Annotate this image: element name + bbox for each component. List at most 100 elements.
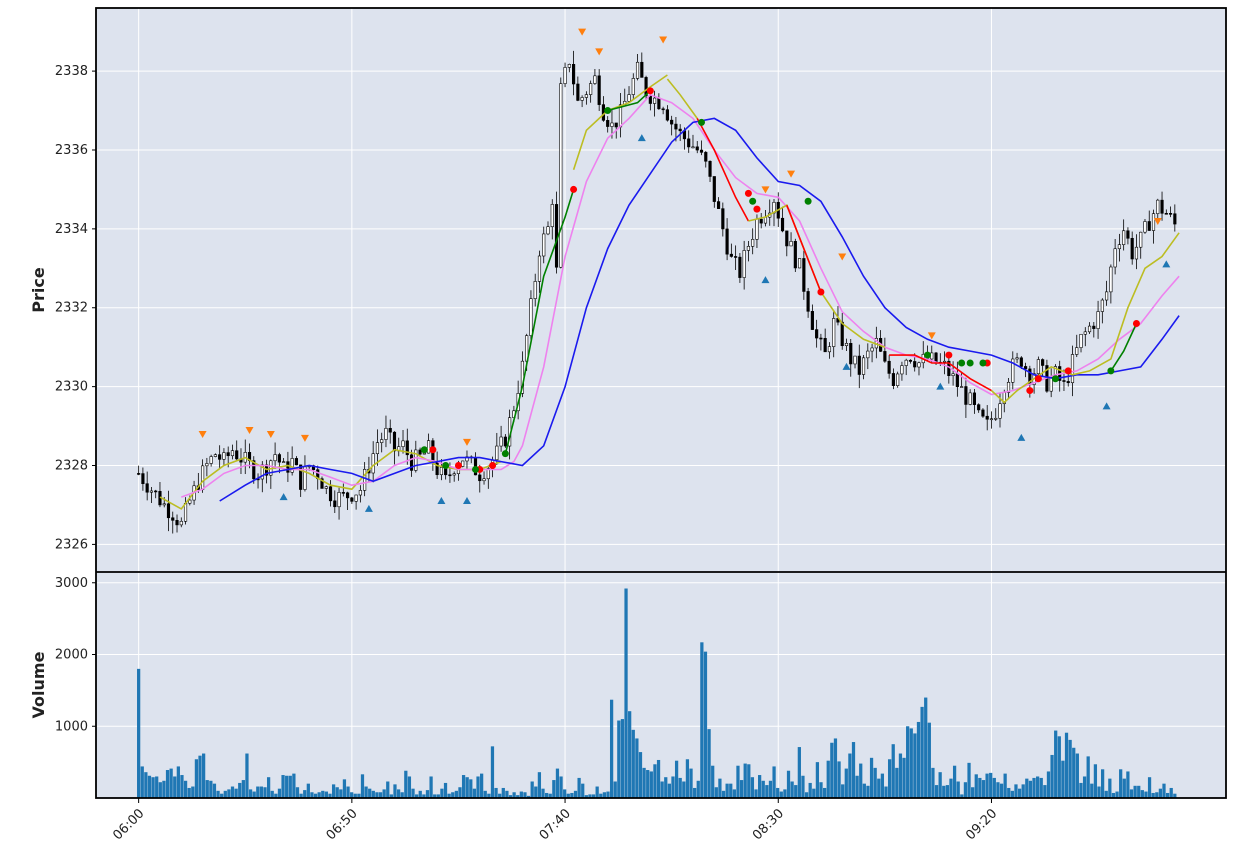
volume-axis-title: Volume — [29, 651, 48, 718]
candle-body — [392, 431, 397, 452]
volume-bar — [595, 786, 599, 798]
candle — [230, 444, 235, 460]
candle-body — [380, 439, 384, 443]
candle-body — [891, 373, 895, 386]
volume-bar — [350, 792, 354, 798]
volume-bar — [187, 787, 191, 798]
volume-bar — [981, 780, 986, 798]
volume-bar — [559, 776, 563, 798]
candle-body — [823, 338, 827, 353]
volume-bar — [967, 762, 971, 798]
volume-bar — [920, 706, 924, 798]
volume-bar — [700, 642, 704, 798]
candle — [1006, 378, 1011, 399]
volume-bar — [822, 787, 827, 798]
volume-bar — [826, 760, 830, 798]
volume-bar — [1108, 778, 1112, 798]
candle-body — [729, 253, 733, 257]
candle — [371, 441, 375, 483]
candle-body — [853, 355, 857, 365]
candle — [1139, 231, 1143, 259]
x-tick-label: 09:20 — [963, 806, 1000, 843]
candle-body — [849, 343, 853, 365]
candle-body — [742, 250, 746, 278]
candle-body — [503, 436, 507, 447]
candle — [213, 453, 217, 458]
volume-bar — [577, 777, 581, 798]
volume-bar — [1043, 785, 1047, 798]
volume-bar — [992, 777, 996, 798]
volume-bar — [454, 790, 458, 798]
candle-body — [691, 146, 695, 149]
candle — [627, 86, 631, 103]
volume-bar — [295, 787, 300, 798]
chart-frame — [95, 7, 1227, 799]
volume-bar — [389, 794, 393, 798]
volume-bar — [270, 790, 274, 798]
volume-bar — [303, 790, 307, 798]
y-tick-labels: 2326 2328 2330 2332 2334 2336 2338 1000 2000 3000 — [55, 64, 96, 734]
volume-bar — [880, 773, 885, 798]
signal-dot-marker — [570, 185, 578, 193]
candle-body — [640, 61, 644, 78]
candle-body — [985, 415, 989, 420]
volume-bar — [656, 759, 661, 798]
candle — [1079, 333, 1083, 353]
candle-body — [802, 258, 806, 292]
candle-body — [1105, 291, 1109, 301]
candle — [503, 434, 507, 448]
candle-body — [1126, 230, 1130, 239]
candle — [994, 408, 998, 421]
candle — [989, 411, 994, 429]
volume-bar — [263, 787, 267, 798]
volume-bar — [1039, 777, 1043, 798]
volume-bar — [1169, 787, 1173, 798]
candle — [1160, 191, 1164, 221]
candle-body — [699, 149, 704, 153]
volume-bar — [220, 793, 224, 798]
candle — [695, 141, 699, 154]
candle-body — [350, 497, 354, 502]
candle-body — [235, 450, 239, 460]
candle-body — [861, 357, 866, 375]
volume-bar — [873, 767, 877, 798]
volume-bar — [815, 762, 820, 798]
volume-bar — [628, 711, 632, 798]
volume-bar — [169, 768, 173, 798]
candle-body — [610, 122, 614, 127]
candle-body — [1113, 248, 1117, 268]
candle-body — [755, 218, 759, 240]
volume-bar — [844, 768, 848, 798]
candle-body — [913, 361, 917, 368]
volume-bar — [202, 753, 206, 798]
candle — [827, 342, 832, 359]
candle — [691, 134, 695, 149]
candle-body — [1019, 357, 1023, 367]
volume-bar — [429, 776, 433, 798]
candle-body — [1070, 354, 1075, 384]
volume-bar — [335, 787, 339, 798]
volume-bar — [443, 782, 448, 798]
volume-bar — [458, 787, 462, 798]
candle-body — [593, 75, 597, 84]
volume-bar — [516, 795, 520, 798]
candle — [789, 232, 793, 247]
price-axis-title: Price — [29, 267, 48, 313]
candle-body — [1130, 237, 1134, 260]
volume-bar — [299, 793, 303, 798]
candle-body — [354, 494, 358, 502]
volume-bar — [155, 776, 159, 798]
candle-body — [299, 464, 303, 490]
volume-bar — [537, 772, 542, 798]
volume-bar — [230, 786, 235, 798]
candle-body — [576, 83, 580, 101]
volume-bar — [786, 770, 791, 798]
candle — [589, 80, 593, 103]
volume-bar — [620, 719, 625, 798]
volume-bar — [530, 781, 534, 798]
candle-body — [883, 351, 887, 362]
candle — [218, 445, 222, 469]
candle-body — [554, 204, 559, 268]
line-trend_down2 — [786, 204, 822, 293]
volume-bar — [660, 781, 664, 798]
